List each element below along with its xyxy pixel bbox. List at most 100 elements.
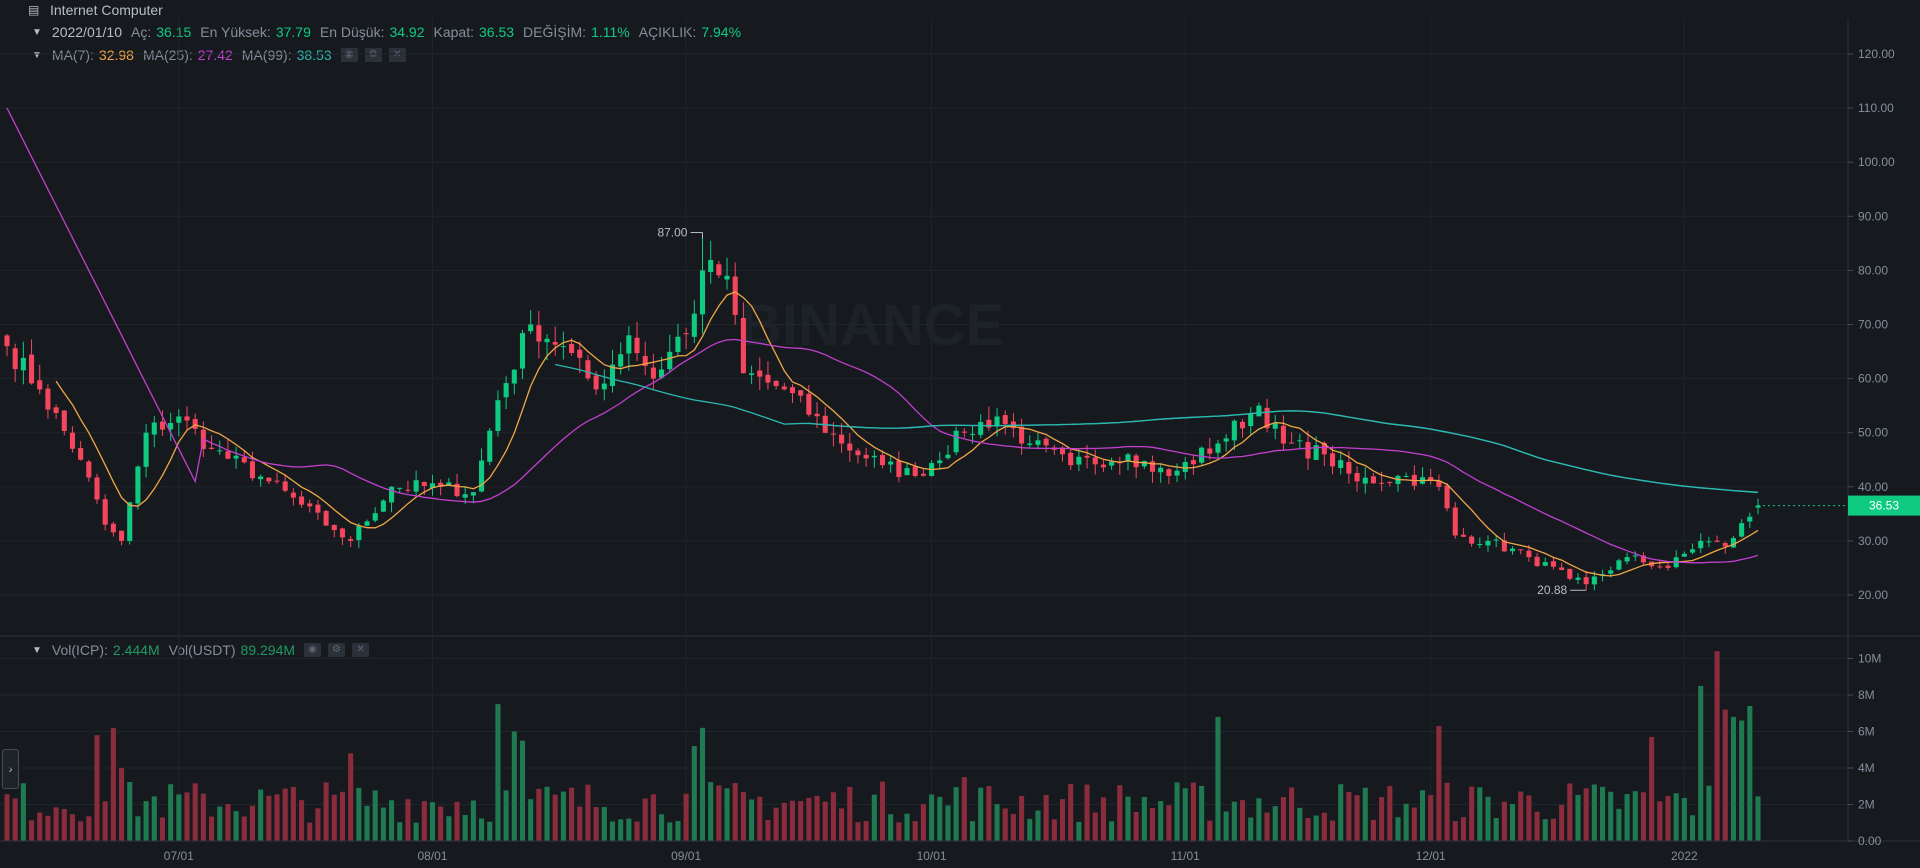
candle-body (176, 416, 182, 423)
candle-body (503, 383, 509, 398)
ohlc-legend: ▼ 2022/01/10 Aç: 36.15 En Yüksek: 37.79 … (0, 24, 750, 40)
volume-bar (896, 822, 902, 841)
candle-body (1567, 568, 1573, 579)
high-label: En Yüksek: (200, 24, 271, 40)
volume-bar (1248, 817, 1254, 841)
candle-body (413, 480, 419, 492)
volume-bar (315, 808, 321, 841)
candle-body (1174, 470, 1180, 476)
candle-body (1125, 454, 1131, 462)
volume-bar (659, 814, 665, 841)
volume-bar (151, 796, 157, 841)
volume-bar (168, 784, 174, 841)
volume-bar (503, 790, 509, 841)
candle-body (1199, 447, 1205, 463)
candle-body (1370, 476, 1376, 484)
volume-bar (94, 735, 100, 841)
volume-bar (994, 804, 1000, 841)
volume-bar (1141, 796, 1147, 841)
candle-body (1534, 556, 1540, 567)
date-tick-label: 12/01 (1416, 849, 1446, 863)
volume-bar (249, 805, 256, 841)
volume-bar (29, 820, 35, 841)
candle-body (1182, 462, 1188, 472)
volume-bar (789, 800, 796, 841)
volume-bar (765, 819, 771, 841)
volume-bar (217, 806, 223, 841)
volume-bar (1027, 818, 1033, 841)
hide-eye-icon[interactable]: ◉ (340, 48, 358, 62)
candle-body (348, 538, 354, 541)
candle-body (1190, 460, 1196, 465)
price-tick-label: 60.00 (1858, 372, 1888, 386)
candlesticks (4, 232, 1761, 591)
candle-body (151, 422, 157, 435)
candle-body (1526, 550, 1532, 558)
volume-bar (585, 784, 591, 841)
volume-bar (1657, 801, 1663, 841)
volume-bar (282, 788, 288, 841)
candle-body (127, 502, 133, 541)
volume-bar (1043, 794, 1049, 841)
volume-bar (1059, 799, 1066, 841)
candle-body (691, 313, 697, 337)
volume-bar (1501, 801, 1507, 841)
candle-body (225, 451, 231, 459)
candle-body (863, 454, 869, 459)
close-icon[interactable]: ✕ (388, 48, 406, 62)
volume-bar (618, 819, 624, 841)
date-tick-label: 09/01 (671, 849, 701, 863)
volume-bar (356, 787, 362, 841)
candle-body (585, 360, 591, 379)
settings-gear-icon[interactable]: ⚙ (328, 643, 346, 657)
ma7-label: MA(7): (51, 47, 94, 63)
volume-bar (241, 816, 247, 841)
volume-bar (143, 801, 149, 841)
candle-body (1338, 460, 1344, 468)
volume-bar (675, 821, 681, 841)
candle-body (683, 333, 689, 335)
candle-body (4, 335, 10, 347)
candle-body (438, 482, 444, 487)
settings-gear-icon[interactable]: ⚙ (364, 48, 382, 62)
volume-tick-label: 8M (1858, 688, 1875, 702)
volume-bar (102, 801, 108, 841)
volume-bar (413, 822, 419, 841)
volume-bar (192, 783, 198, 841)
collapse-caret-icon[interactable]: ▼ (32, 26, 42, 38)
volume-bar (1755, 796, 1761, 841)
volume-bar (953, 787, 959, 841)
price-tick-label: 20.00 (1858, 588, 1888, 602)
close-icon[interactable]: ✕ (352, 643, 370, 657)
volume-bar (1051, 819, 1057, 841)
collapse-caret-icon[interactable]: ▼ (32, 644, 42, 656)
volume-bar (1411, 807, 1417, 841)
candle-body (94, 477, 100, 500)
volume-bar (266, 795, 272, 841)
candle-body (1403, 475, 1409, 477)
volume-bar (1379, 797, 1385, 841)
volume-bars (4, 651, 1761, 841)
collapse-caret-icon[interactable]: ▼ (32, 49, 42, 61)
hide-eye-icon[interactable]: ◉ (304, 643, 322, 657)
candle-body (724, 275, 730, 280)
candle-body (470, 492, 476, 496)
candle-body (1084, 455, 1090, 458)
candle-body (1714, 540, 1720, 542)
candle-body (994, 416, 1000, 427)
volume-bar (601, 807, 607, 841)
vol-icp-value: 2.444M (112, 642, 160, 658)
volume-bar (732, 783, 738, 841)
candle-body (1624, 557, 1630, 562)
annotations: 87.00 20.88 (657, 226, 1587, 597)
expand-panel-button[interactable]: › (2, 749, 19, 789)
candle-body (781, 386, 787, 390)
volume-bar (233, 811, 239, 841)
volume-bar (1338, 784, 1344, 841)
price-tick-label: 110.00 (1858, 101, 1894, 115)
candle-body (233, 455, 239, 459)
volume-bar (806, 797, 812, 841)
candle-body (1379, 482, 1385, 484)
binance-watermark: BINANCE (740, 293, 1004, 358)
